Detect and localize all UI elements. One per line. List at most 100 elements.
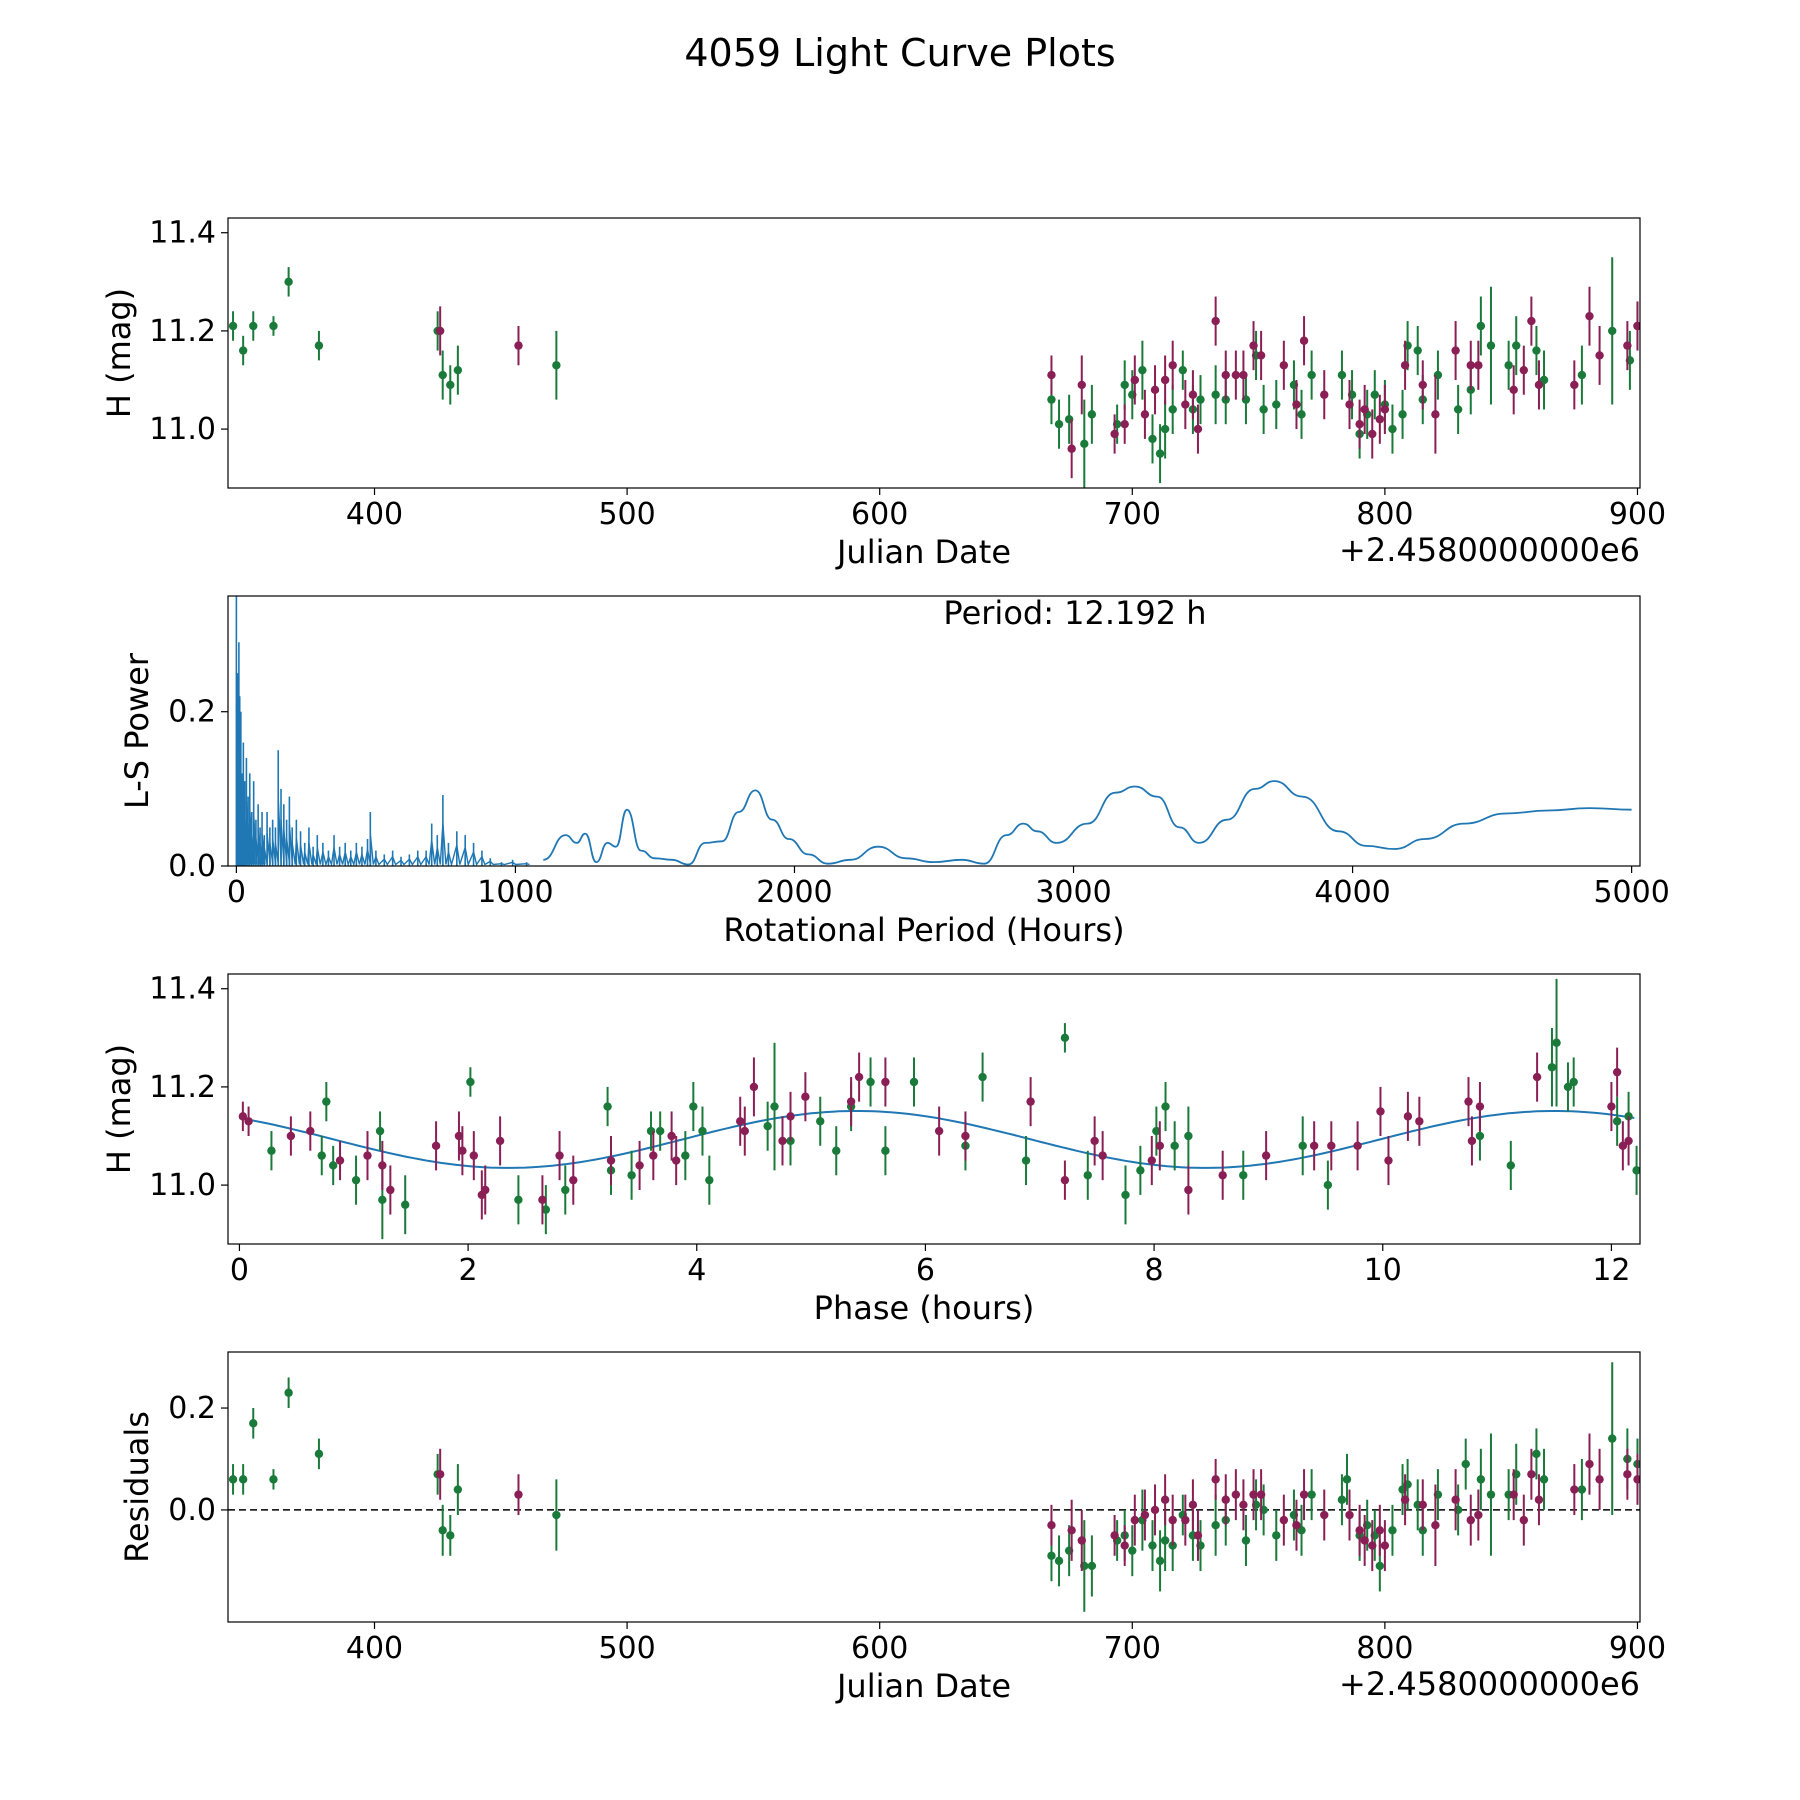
residuals-point: [1633, 1475, 1640, 1484]
phased-point: [458, 1146, 467, 1155]
phased-point: [1323, 1180, 1333, 1190]
phased-point: [1353, 1141, 1362, 1151]
phased-point: [961, 1131, 970, 1141]
lightcurve-xtick-label: 900: [1609, 497, 1666, 532]
lightcurve-point: [1453, 405, 1463, 414]
lightcurve-point: [1307, 370, 1316, 380]
residuals-point: [1400, 1495, 1410, 1504]
lightcurve-point: [1368, 429, 1377, 439]
periodogram-xtick-label: 1000: [477, 875, 553, 910]
lightcurve-point: [1299, 336, 1309, 345]
phased-frame: [227, 973, 1641, 1245]
residuals-point: [514, 1490, 523, 1499]
phased-point: [363, 1151, 372, 1160]
period-annotation: Period: 12.192 h: [943, 594, 1206, 632]
lightcurve-point: [238, 346, 248, 355]
residuals-point: [1188, 1500, 1198, 1510]
phased-point: [317, 1151, 326, 1160]
residuals-point: [446, 1531, 455, 1540]
phased-point: [635, 1161, 644, 1170]
phased-point: [561, 1185, 570, 1195]
lightcurve-point: [453, 365, 463, 375]
phased-point: [698, 1126, 707, 1136]
lightcurve-point: [1418, 380, 1427, 390]
lightcurve-point: [249, 321, 258, 331]
residuals-plot-area: [228, 1362, 1640, 1612]
phased-point: [934, 1126, 944, 1136]
residuals-point: [1451, 1495, 1460, 1504]
residuals-point: [1150, 1505, 1160, 1515]
periodogram-frame: [227, 595, 1641, 867]
phased-point: [740, 1126, 749, 1136]
residuals-point: [1461, 1459, 1470, 1469]
phased-point: [846, 1097, 856, 1106]
lightcurve-point: [1466, 361, 1475, 370]
phased-point: [1090, 1136, 1099, 1146]
lightcurve-point: [1292, 400, 1301, 409]
residuals-point: [1077, 1536, 1086, 1545]
residuals-point: [284, 1388, 293, 1397]
lightcurve-point: [1431, 410, 1440, 419]
lightcurve-point: [1120, 380, 1129, 390]
phased-point: [1607, 1102, 1616, 1111]
lightcurve-point: [1110, 429, 1119, 439]
residuals-point: [1239, 1500, 1248, 1510]
phased-point: [786, 1136, 795, 1146]
lightcurve-point: [1297, 410, 1306, 419]
lightcurve-point: [1140, 410, 1150, 419]
phased-xtick-label: 12: [1592, 1253, 1630, 1288]
phased-point: [1021, 1156, 1031, 1165]
residuals-point: [1128, 1546, 1137, 1555]
residuals-point: [1539, 1475, 1549, 1484]
residuals-point: [1360, 1536, 1369, 1545]
phased-point: [1532, 1072, 1542, 1082]
lightcurve-point: [1211, 390, 1220, 399]
phased-point: [1147, 1156, 1157, 1165]
residuals-point: [1279, 1515, 1289, 1525]
periodogram-dense-band: [235, 703, 530, 866]
phased-point: [681, 1151, 690, 1160]
lightcurve-point: [1279, 361, 1289, 370]
phased-point: [627, 1171, 636, 1180]
lightcurve-point: [1087, 410, 1097, 419]
phased-point: [569, 1175, 578, 1185]
lightcurve-xtick-label: 600: [851, 497, 908, 532]
lightcurve-point: [1067, 444, 1076, 453]
lightcurve-point: [1168, 361, 1177, 370]
lightcurve-point: [1231, 370, 1241, 380]
phased-point: [1612, 1117, 1622, 1126]
phased-point: [1327, 1141, 1336, 1151]
phased-ytick-label: 11.4: [149, 972, 216, 1007]
lightcurve-point: [1504, 361, 1513, 370]
phased-point: [1403, 1112, 1413, 1121]
lightcurve-point: [1451, 346, 1460, 355]
phased-point: [481, 1185, 490, 1195]
lightcurve-point: [1355, 419, 1364, 429]
phased-xtick-label: 8: [1145, 1253, 1164, 1288]
residuals-point: [1297, 1526, 1306, 1535]
phased-point: [705, 1175, 714, 1185]
residuals-point: [249, 1419, 258, 1428]
residuals-point: [438, 1526, 447, 1535]
lightcurve-point: [1623, 341, 1632, 350]
residuals-point: [1140, 1510, 1150, 1520]
phased-point: [763, 1121, 772, 1131]
residuals-point: [1221, 1495, 1230, 1504]
phased-xtick-label: 10: [1364, 1253, 1402, 1288]
phased-xtick-label: 4: [687, 1253, 706, 1288]
residuals-xtick-label: 700: [1104, 1631, 1161, 1666]
periodogram-xlabel: Rotational Period (Hours): [723, 911, 1124, 949]
phased-point: [749, 1082, 759, 1092]
lightcurve-point: [1375, 415, 1385, 424]
phased-point: [671, 1156, 681, 1165]
phased-point: [541, 1205, 551, 1214]
phased-point: [375, 1126, 385, 1136]
phased-point: [1261, 1151, 1271, 1160]
panel-phased: H (mag) Phase (hours) 0 2 4 6 8 10 12 11.0 11.2 1…: [100, 972, 1641, 1327]
phased-point: [1184, 1131, 1193, 1141]
lightcurve-point: [1486, 341, 1496, 350]
phased-point: [431, 1141, 441, 1151]
phased-point: [866, 1077, 875, 1087]
lightcurve-point: [1259, 405, 1268, 414]
phased-point: [978, 1072, 987, 1082]
